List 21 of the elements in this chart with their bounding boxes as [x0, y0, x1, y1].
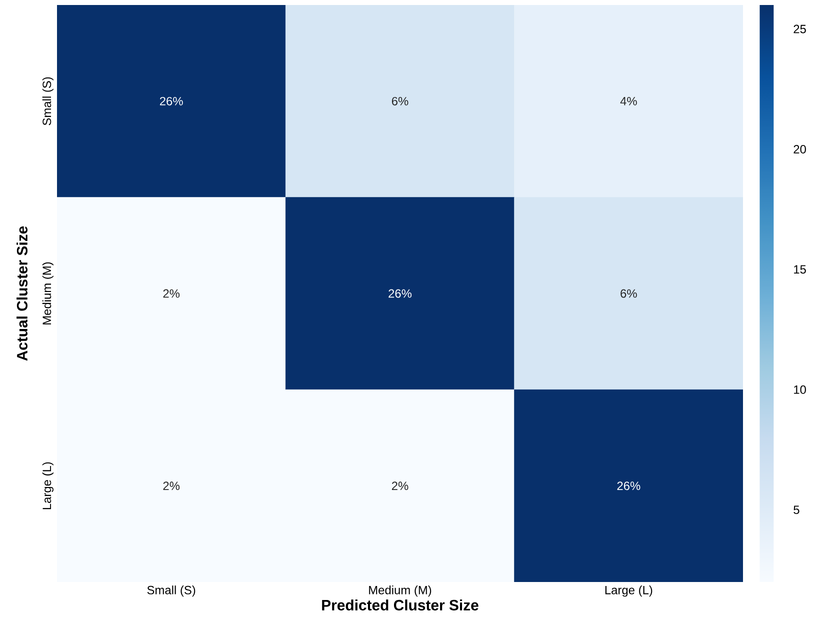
data-label: 26%: [388, 289, 412, 298]
data-label: 2%: [163, 482, 180, 490]
y-tick-label: Small (S): [42, 77, 54, 126]
data-label: 6%: [620, 289, 637, 298]
color-bar-label: 5: [794, 506, 800, 514]
x-axis-title: Predicted Cluster Size: [322, 600, 478, 610]
y-axis-title: Actual Cluster Size: [16, 226, 28, 361]
color-bar-label: 25: [794, 24, 806, 34]
y-tick-label: Medium (M): [42, 262, 54, 324]
data-label: 2%: [392, 482, 408, 490]
x-tick-label: Medium (M): [369, 586, 432, 597]
y-tick-label: Large (L): [42, 462, 54, 510]
x-tick-label: Large (L): [605, 586, 652, 597]
x-tick-label: Small (S): [147, 586, 196, 597]
data-label: 4%: [620, 96, 637, 106]
color-bar-label: 15: [794, 265, 806, 274]
data-label: 6%: [392, 96, 408, 106]
color-bar-label: 20: [794, 145, 806, 154]
data-label: 26%: [617, 482, 640, 490]
color-bar-label: 10: [794, 385, 806, 394]
data-label: 26%: [160, 96, 183, 106]
